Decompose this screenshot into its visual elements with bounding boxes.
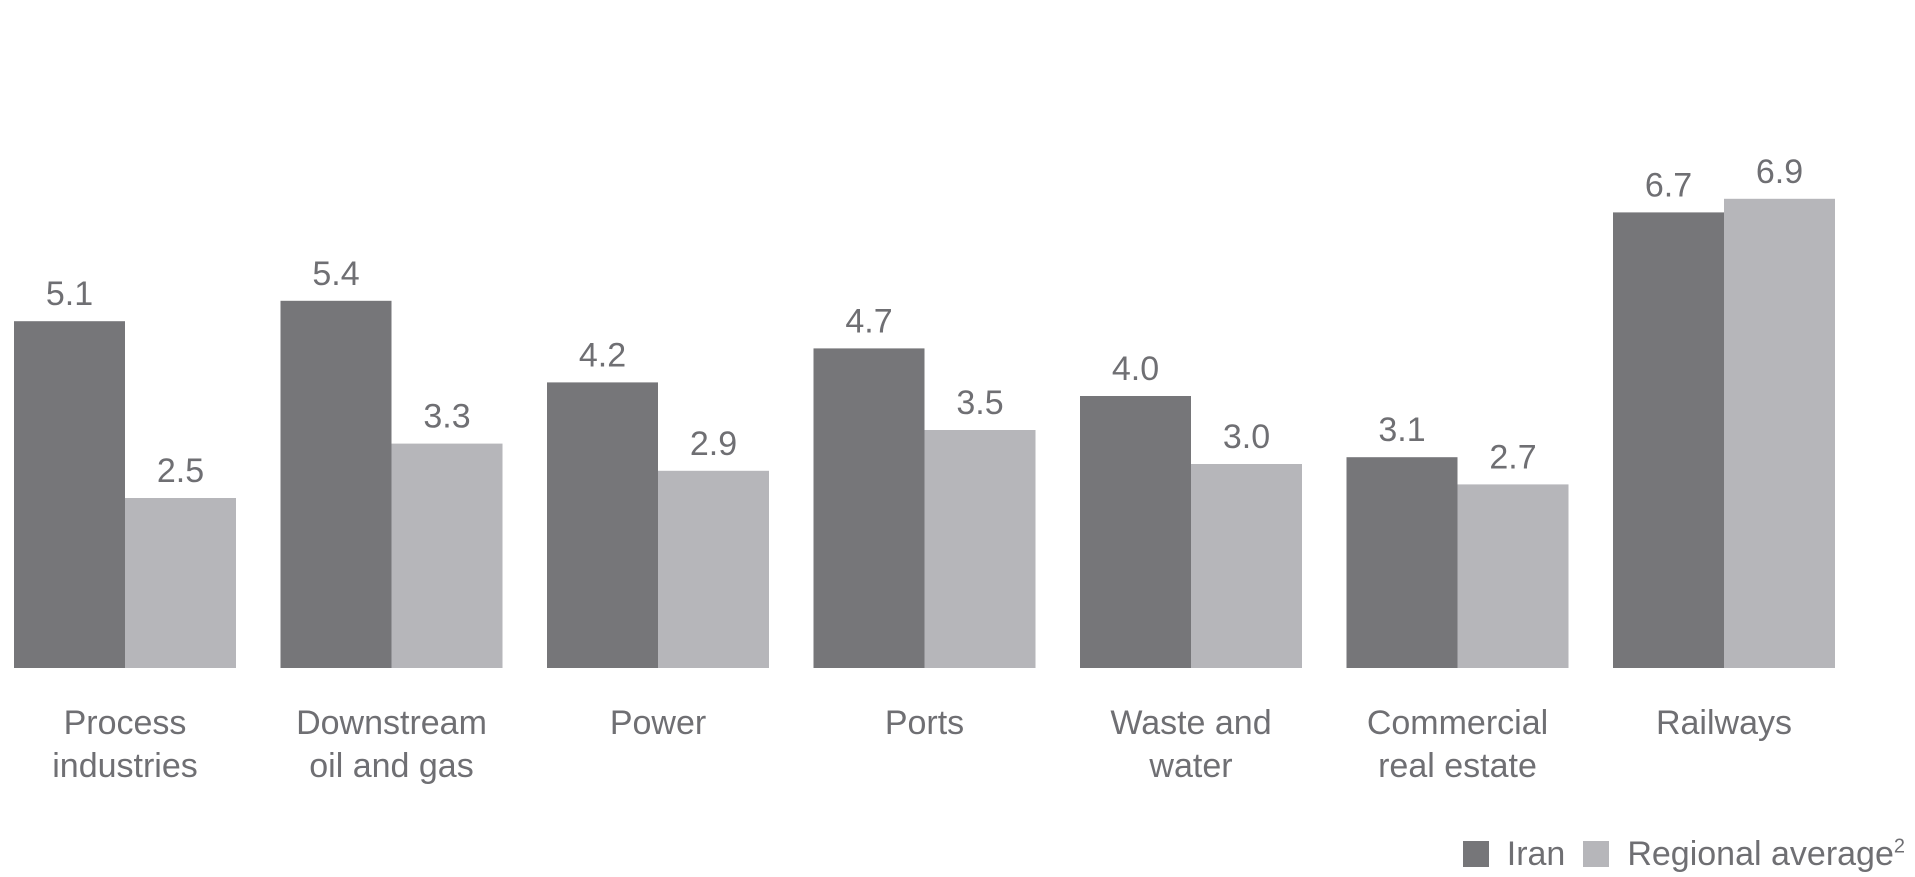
category-label-waste-and-water: Waste and water: [1110, 704, 1271, 785]
value-labels-group: 5.1 2.5 5.4 3.3 4.2 2.9 4.7 3.5 4.0 3.0 3.1 2.7 6.7 6…: [46, 153, 1803, 490]
category-label-line: Downstream: [296, 704, 487, 742]
category-label-railways: Railways: [1656, 704, 1792, 742]
category-label-line: industries: [52, 747, 198, 785]
bar-regional-average-waste-and-water: [1191, 464, 1302, 668]
bar-iran-downstream-oil-and-gas: [280, 300, 392, 668]
value-label-regional-average-process-industries: 2.5: [157, 452, 204, 490]
value-label-regional-average-power: 2.9: [690, 425, 737, 463]
category-label-line: Power: [610, 704, 706, 742]
value-label-regional-average-waste-and-water: 3.0: [1223, 418, 1270, 456]
bar-iran-railways: [1613, 212, 1724, 668]
category-label-line: Process: [64, 704, 187, 742]
category-label-line: Railways: [1656, 704, 1792, 742]
category-label-line: Commercial: [1367, 704, 1548, 742]
value-label-iran-waste-and-water: 4.0: [1112, 350, 1159, 388]
bar-regional-average-railways: [1724, 198, 1835, 669]
bar-regional-average-power: [658, 470, 769, 668]
bar-iran-power: [547, 382, 658, 668]
legend-item-iran: Iran: [1462, 834, 1566, 874]
legend: Iran Regional average2: [1462, 832, 1905, 876]
legend-label-regional-average: Regional average2: [1627, 834, 1905, 873]
value-label-iran-process-industries: 5.1: [46, 275, 93, 313]
bar-regional-average-downstream-oil-and-gas: [391, 443, 503, 668]
bars-group: [14, 198, 1835, 669]
category-labels-group: Process industries Downstream oil and gas Po…: [52, 704, 1792, 785]
category-label-power: Power: [610, 704, 706, 742]
category-label-line: real estate: [1378, 747, 1537, 785]
bar-iran-process-industries: [14, 321, 125, 668]
category-label-line: oil and gas: [309, 747, 473, 785]
legend-item-regional-average: Regional average2: [1583, 835, 1905, 874]
value-label-regional-average-ports: 3.5: [956, 384, 1003, 422]
value-label-iran-commercial-real-estate: 3.1: [1378, 411, 1425, 449]
value-label-regional-average-railways: 6.9: [1756, 153, 1803, 191]
category-label-process-industries: Process industries: [52, 704, 198, 785]
category-label-line: Waste and: [1110, 704, 1271, 742]
legend-superscript: 2: [1893, 835, 1905, 858]
bar-regional-average-process-industries: [125, 498, 236, 668]
category-label-line: water: [1148, 747, 1232, 785]
category-label-downstream-oil-and-gas: Downstream oil and gas: [296, 704, 487, 785]
bar-iran-commercial-real-estate: [1346, 457, 1458, 668]
legend-label-iran: Iran: [1506, 834, 1566, 873]
value-label-iran-ports: 4.7: [845, 302, 892, 340]
value-label-iran-power: 4.2: [579, 336, 626, 374]
value-label-regional-average-downstream-oil-and-gas: 3.3: [423, 398, 470, 436]
bar-chart: 5.1 2.5 5.4 3.3 4.2 2.9 4.7 3.5 4.0 3.0 3.1 2.7 6.7 6…: [14, 153, 1835, 785]
category-label-ports: Ports: [885, 704, 964, 742]
bar-iran-waste-and-water: [1080, 396, 1191, 668]
legend-swatch-iran: [1462, 841, 1489, 867]
bar-regional-average-ports: [924, 430, 1036, 668]
legend-swatch-regional-average: [1583, 841, 1610, 867]
value-label-iran-downstream-oil-and-gas: 5.4: [312, 255, 359, 293]
value-label-regional-average-commercial-real-estate: 2.7: [1489, 438, 1536, 476]
value-label-iran-railways: 6.7: [1645, 166, 1692, 204]
bar-iran-ports: [813, 348, 925, 668]
category-label-line: Ports: [885, 704, 964, 742]
bar-regional-average-commercial-real-estate: [1457, 484, 1569, 668]
category-label-commercial-real-estate: Commercial real estate: [1367, 704, 1548, 785]
